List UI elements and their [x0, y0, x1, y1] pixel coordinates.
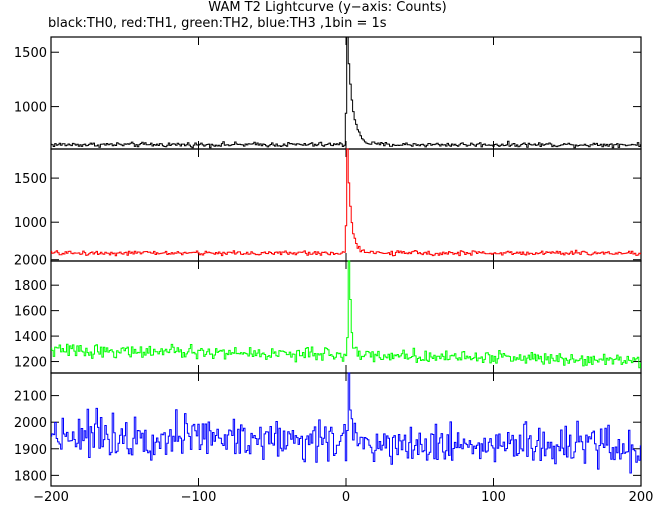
y-tick-label: 1200	[14, 356, 47, 371]
x-tick-label: 100	[481, 490, 506, 505]
y-tick-label: 2100	[14, 390, 47, 405]
y-tick-label: 1600	[14, 305, 47, 320]
y-tick-label: 1500	[14, 46, 47, 61]
y-tick-label: 1000	[14, 101, 47, 116]
x-tick-label: 200	[629, 490, 654, 505]
series-line-th0	[51, 36, 641, 149]
x-tick-label: −100	[181, 490, 217, 505]
panel-frame-th1	[50, 148, 642, 262]
chart-title: WAM T2 Lightcurve (y−axis: Counts)	[208, 0, 447, 15]
chart-subtitle: black:TH0, red:TH1, green:TH2, blue:TH3 …	[48, 16, 387, 31]
y-tick-label: 2000	[14, 416, 47, 431]
y-tick-label: 1900	[14, 443, 47, 458]
panel-frame-th0	[50, 36, 642, 150]
series-line-th2	[51, 260, 641, 369]
x-tick-label: 0	[342, 490, 350, 505]
y-tick-label: 1500	[14, 172, 47, 187]
series-line-th3	[51, 372, 641, 474]
y-tick-label: 1400	[14, 330, 47, 345]
y-tick-label: 1000	[14, 216, 47, 231]
y-tick-label: 1800	[14, 279, 47, 294]
x-tick-label: −200	[33, 490, 69, 505]
panel-frame-th2	[50, 260, 642, 374]
y-tick-label: 1800	[14, 469, 47, 484]
panel-frame-th3	[50, 372, 642, 487]
y-tick-label: 2000	[14, 254, 47, 269]
series-line-th1	[51, 148, 641, 257]
